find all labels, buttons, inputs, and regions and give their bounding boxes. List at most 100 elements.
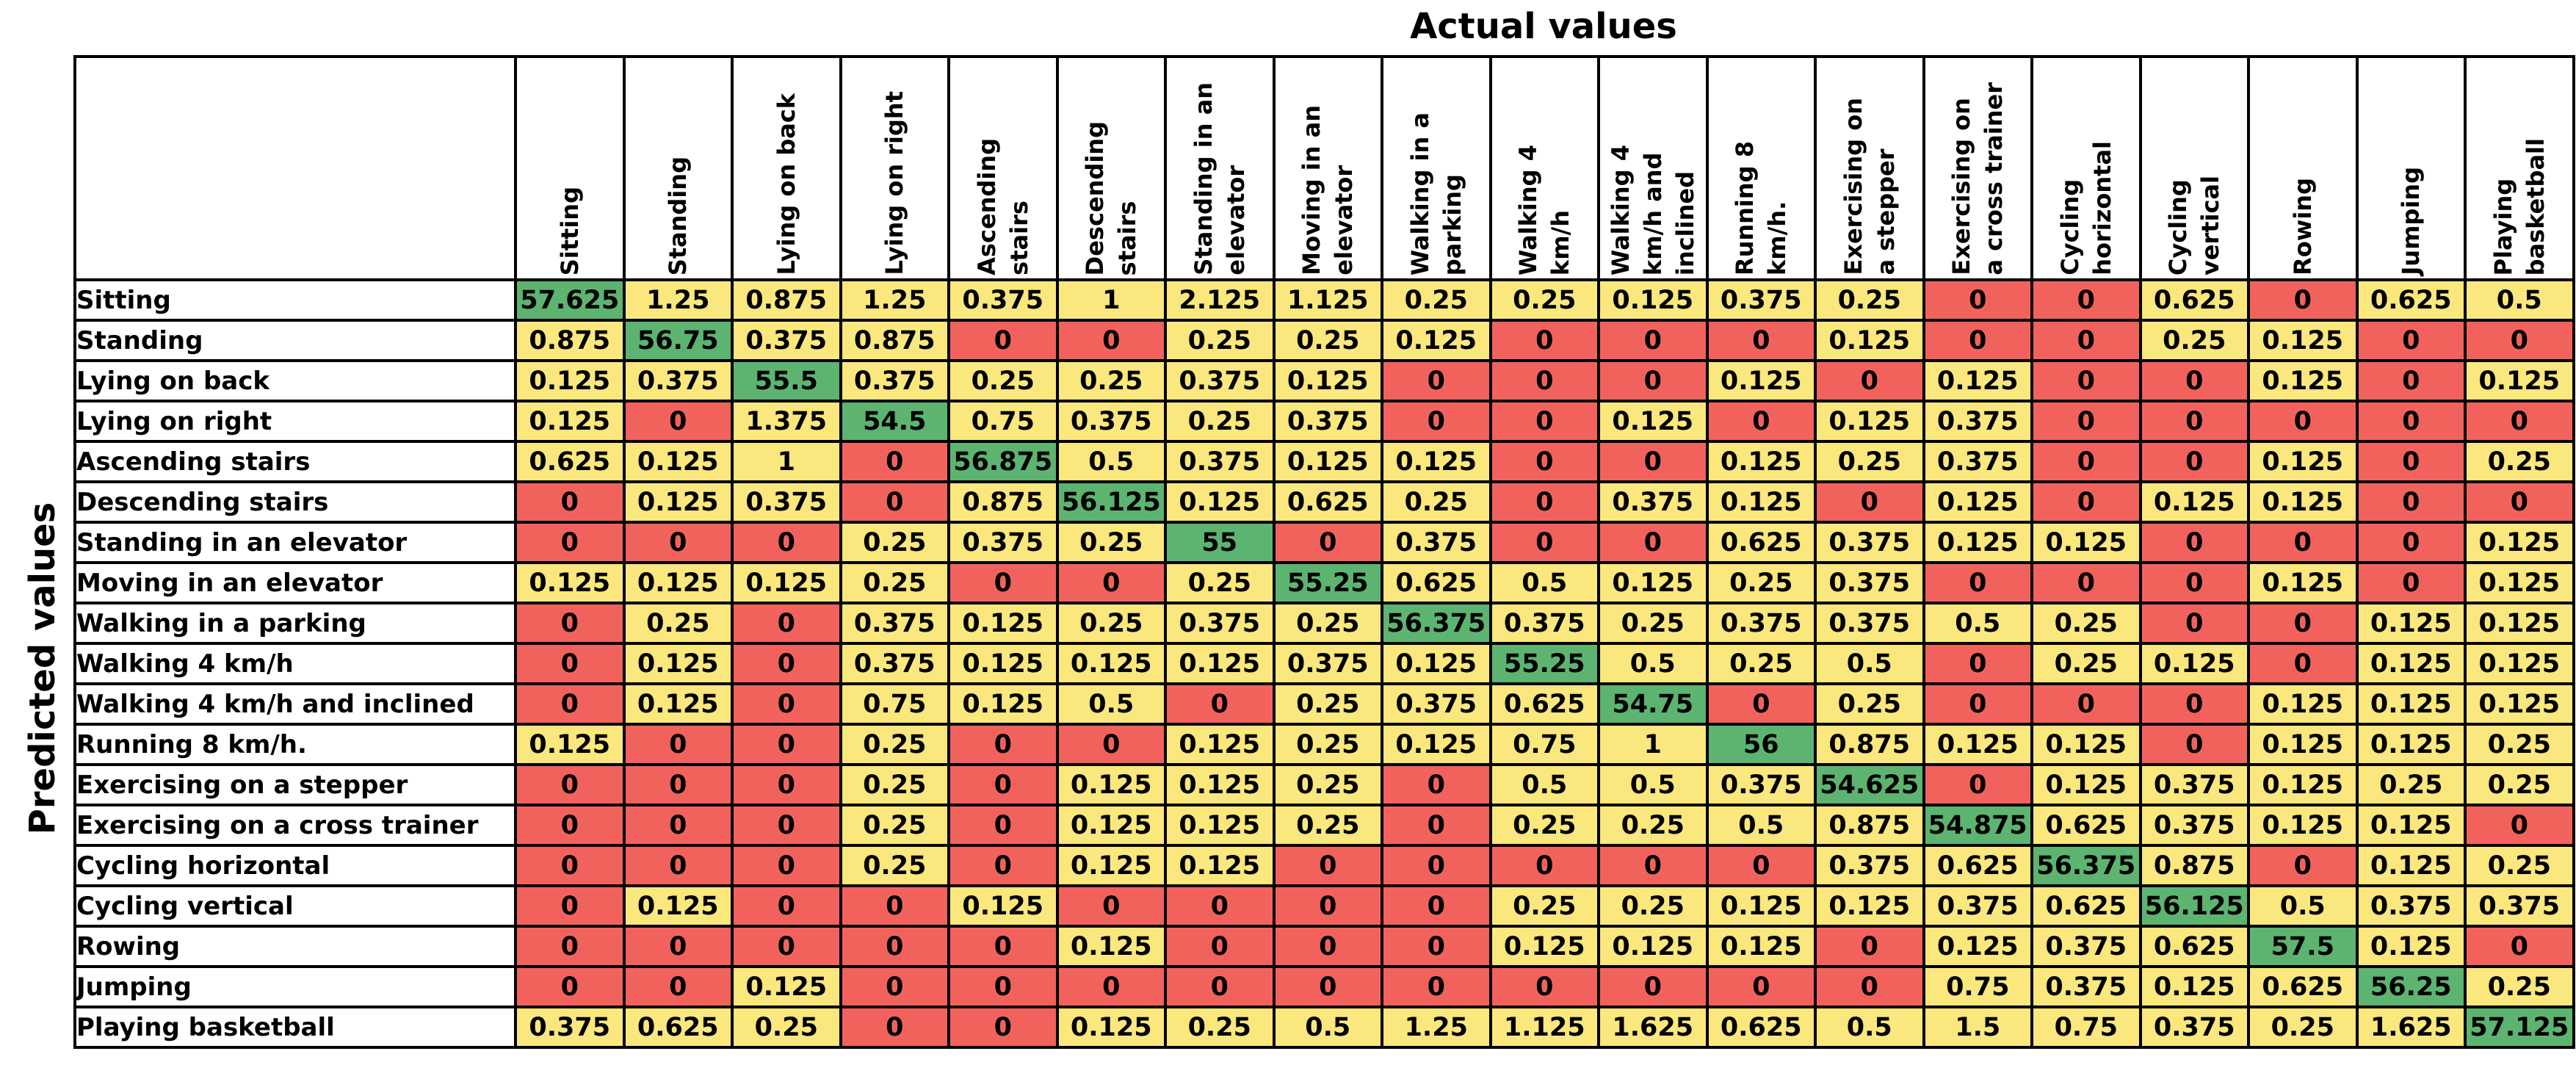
matrix-row: Running 8 km/h. 0.125 0 0 0.25 0 0 0.125 0.25 0.1… xyxy=(73,723,2575,766)
matrix-cell: 0 xyxy=(1164,965,1276,1008)
matrix-cell: 0.125 xyxy=(1705,925,1817,968)
matrix-cell: 0 xyxy=(731,804,842,847)
matrix-cell: 0 xyxy=(514,925,626,968)
column-header: Running 8 km/h. xyxy=(1705,55,1817,281)
matrix-cell: 0.625 xyxy=(1488,682,1600,726)
matrix-cell: 0.375 xyxy=(622,359,734,402)
matrix-cell: 0.125 xyxy=(1814,884,1925,928)
matrix-cell: 1.25 xyxy=(1381,1006,1492,1049)
matrix-cell: 0.875 xyxy=(947,480,1059,524)
matrix-cell: 0 xyxy=(1488,440,1600,483)
column-header: Descending stairs xyxy=(1055,55,1167,281)
matrix-cell: 0.5 xyxy=(1055,682,1167,726)
matrix-cell: 0 xyxy=(1055,723,1167,766)
matrix-cell: 0 xyxy=(1488,965,1600,1008)
matrix-cell: 0.375 xyxy=(1164,440,1276,483)
matrix-cell: 0.125 xyxy=(2355,602,2467,645)
column-header: Rowing xyxy=(2247,55,2359,281)
matrix-cell: 0 xyxy=(2138,359,2250,402)
matrix-row: Jumping 0 0 0.125 0 0 0 0 0 0 0 0 0 0 0.75 0.375 0.125 0.… xyxy=(73,965,2575,1008)
matrix-cell: 0.5 xyxy=(1272,1006,1383,1049)
matrix-cell: 0.25 xyxy=(622,602,734,645)
column-header-label: Lying on back xyxy=(772,93,800,275)
matrix-cell: 0.125 xyxy=(622,642,734,685)
column-header-label: Walking 4 km/h xyxy=(1514,144,1575,275)
matrix-cell: 0 xyxy=(2030,561,2142,604)
row-label: Cycling horizontal xyxy=(73,844,517,887)
matrix-cell: 0.875 xyxy=(839,319,950,362)
matrix-cell: 0.5 xyxy=(1055,440,1167,483)
matrix-row: Walking 4 km/h 0 0.125 0 0.375 0.125 0.125 0.12… xyxy=(73,642,2575,685)
matrix-cell: 0 xyxy=(2030,400,2142,443)
matrix-cell: 0.125 xyxy=(1922,723,2033,766)
matrix-cell: 0.25 xyxy=(2247,1006,2359,1049)
matrix-cell: 0.125 xyxy=(1055,844,1167,887)
matrix-cell: 0 xyxy=(947,1006,1059,1049)
column-header-label: Standing in an elevator xyxy=(1189,82,1250,275)
matrix-cell: 0.25 xyxy=(1814,440,1925,483)
matrix-cell: 0.375 xyxy=(1814,561,1925,604)
matrix-cell: 0.125 xyxy=(514,400,626,443)
matrix-cell: 0.25 xyxy=(1055,602,1167,645)
matrix-cell: 0 xyxy=(1055,965,1167,1008)
matrix-cell: 0 xyxy=(1922,682,2033,726)
matrix-cell: 0.125 xyxy=(1814,400,1925,443)
matrix-cell: 0.125 xyxy=(2464,521,2575,564)
column-header-label: Rowing xyxy=(2288,178,2317,275)
matrix-cell: 0.5 xyxy=(1597,763,1709,806)
matrix-cell: 0 xyxy=(514,965,626,1008)
row-label: Descending stairs xyxy=(73,480,517,524)
matrix-cell: 0 xyxy=(2138,723,2250,766)
matrix-cell: 0 xyxy=(947,723,1059,766)
matrix-cell: 54.875 xyxy=(1922,804,2033,847)
matrix-cell: 0 xyxy=(731,602,842,645)
matrix-cell: 0.25 xyxy=(2464,965,2575,1008)
matrix-cell: 0.125 xyxy=(1597,400,1709,443)
matrix-cell: 0.125 xyxy=(2030,521,2142,564)
matrix-cell: 0 xyxy=(839,925,950,968)
matrix-cell: 0.125 xyxy=(2464,602,2575,645)
matrix-cell: 0.25 xyxy=(2464,440,2575,483)
matrix-cell: 0 xyxy=(2355,400,2467,443)
matrix-cell: 0.25 xyxy=(1164,1006,1276,1049)
matrix-cell: 0 xyxy=(947,844,1059,887)
matrix-cell: 0.5 xyxy=(1922,602,2033,645)
matrix-cell: 0.25 xyxy=(1705,642,1817,685)
matrix-cell: 0 xyxy=(622,844,734,887)
matrix-cell: 0 xyxy=(1488,400,1600,443)
matrix-cell: 0 xyxy=(1705,682,1817,726)
row-label: Standing xyxy=(73,319,517,362)
row-label: Lying on right xyxy=(73,400,517,443)
matrix-cell: 1 xyxy=(1055,278,1167,322)
matrix-cell: 0.375 xyxy=(1381,521,1492,564)
matrix-cell: 0.125 xyxy=(2247,319,2359,362)
matrix-cell: 0 xyxy=(1488,521,1600,564)
matrix-cell: 0.75 xyxy=(947,400,1059,443)
matrix-cell: 0.125 xyxy=(2138,480,2250,524)
matrix-cell: 0.125 xyxy=(1705,884,1817,928)
matrix-cell: 0 xyxy=(2030,278,2142,322)
matrix-cell: 0.5 xyxy=(2464,278,2575,322)
column-header-label: Sitting xyxy=(555,186,584,275)
matrix-cell: 0.25 xyxy=(1272,804,1383,847)
column-header-label: Playing basketball xyxy=(2489,137,2550,275)
matrix-cell: 1.25 xyxy=(839,278,950,322)
matrix-cell: 0 xyxy=(514,480,626,524)
matrix-cell: 0 xyxy=(839,1006,950,1049)
matrix-cell: 0.125 xyxy=(1164,763,1276,806)
matrix-cell: 0.375 xyxy=(947,521,1059,564)
matrix-cell: 0.125 xyxy=(2355,642,2467,685)
matrix-cell: 0.125 xyxy=(2247,763,2359,806)
matrix-cell: 0.375 xyxy=(1705,278,1817,322)
matrix-cell: 0 xyxy=(2138,682,2250,726)
matrix-cell: 0.5 xyxy=(1705,804,1817,847)
matrix-cell: 0.625 xyxy=(1705,1006,1817,1049)
column-header-label: Lying on right xyxy=(880,91,909,275)
matrix-cell: 0 xyxy=(2030,682,2142,726)
matrix-cell: 0.25 xyxy=(1055,521,1167,564)
matrix-cell: 0 xyxy=(2464,400,2575,443)
matrix-cell: 0 xyxy=(622,925,734,968)
matrix-cell: 0.125 xyxy=(2355,844,2467,887)
matrix-cell: 1.625 xyxy=(2355,1006,2467,1049)
matrix-cell: 0.125 xyxy=(2247,440,2359,483)
